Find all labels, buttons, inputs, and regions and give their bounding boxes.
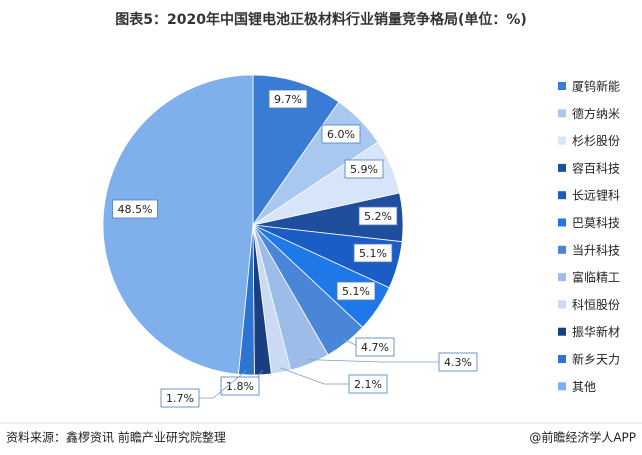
pie-slice xyxy=(102,74,254,375)
data-label-box xyxy=(336,281,376,301)
data-label-box xyxy=(220,376,260,396)
legend-label: 容百科技 xyxy=(572,160,620,175)
data-label: 5.9% xyxy=(350,163,378,176)
legend-swatch xyxy=(558,218,566,227)
legend-swatch xyxy=(558,327,566,336)
source: 资料来源：鑫椤资讯 前瞻产业研究院整理 xyxy=(6,430,226,445)
legend-swatch xyxy=(558,82,566,90)
data-label-box xyxy=(348,374,388,394)
data-label-box xyxy=(112,199,158,219)
legend-swatch xyxy=(558,245,566,254)
data-label: 5.1% xyxy=(359,247,387,260)
pie-slice xyxy=(252,74,340,227)
legend-label: 振华新材 xyxy=(572,324,620,339)
legend-swatch xyxy=(558,191,566,200)
data-label: 2.1% xyxy=(354,378,382,391)
legend-swatch xyxy=(558,136,566,145)
legend-label: 德方纳米 xyxy=(572,106,620,121)
data-label-box xyxy=(355,337,395,357)
data-label: 48.5% xyxy=(118,203,153,216)
legend-label: 其他 xyxy=(572,380,596,394)
legend-swatch xyxy=(558,355,566,363)
data-label: 4.7% xyxy=(361,341,389,354)
legend-label: 富临精工 xyxy=(572,270,620,285)
data-label-box xyxy=(358,206,398,226)
data-label: 1.7% xyxy=(166,392,194,405)
legend-swatch xyxy=(558,300,566,309)
data-label-box xyxy=(268,89,308,109)
legend-label: 巴莫科技 xyxy=(572,216,620,230)
chart-title: 图表5：2020年中国锂电池正极材料行业销量竞争格局(单位：%) xyxy=(115,11,527,28)
legend-label: 新乡天力 xyxy=(572,352,620,367)
data-label-box xyxy=(321,124,361,144)
legend-label: 杉杉股份 xyxy=(572,134,620,148)
legend-label: 当升科技 xyxy=(572,243,620,257)
data-label-box xyxy=(344,159,384,179)
legend-label: 长远锂科 xyxy=(572,188,620,203)
legend-swatch xyxy=(558,273,566,282)
data-label: 1.8% xyxy=(226,380,254,393)
data-label: 5.1% xyxy=(342,285,370,298)
legend-swatch xyxy=(558,163,566,172)
legend-label: 科恒股份 xyxy=(572,298,620,312)
leader-line xyxy=(308,359,458,363)
data-label: 6.0% xyxy=(327,128,355,141)
legend-swatch xyxy=(558,109,566,118)
data-label: 5.2% xyxy=(364,210,392,223)
data-label: 9.7% xyxy=(274,93,302,106)
data-label-box xyxy=(353,243,393,263)
data-label: 4.3% xyxy=(444,356,472,369)
credit: @前瞻经济学人APP xyxy=(529,430,636,445)
data-label-box xyxy=(438,352,478,372)
data-label-box xyxy=(160,388,200,408)
legend-label: 厦钨新能 xyxy=(572,79,620,94)
legend-swatch xyxy=(558,382,566,391)
